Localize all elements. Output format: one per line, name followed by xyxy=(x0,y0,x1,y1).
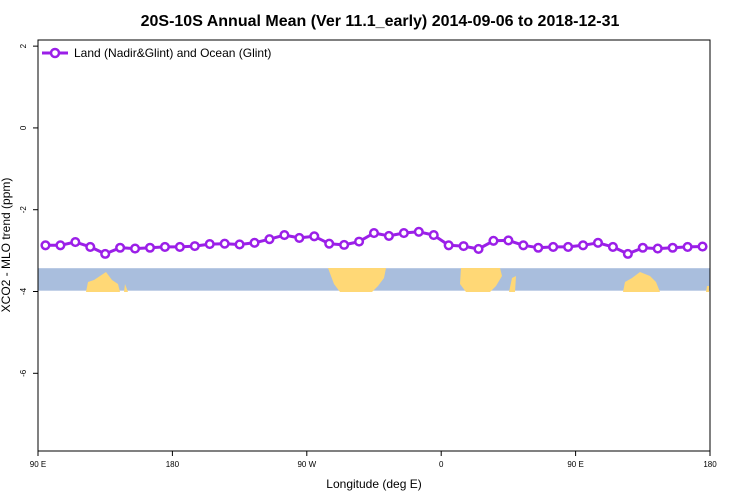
data-point xyxy=(130,243,141,254)
data-point xyxy=(473,243,484,255)
data-point xyxy=(294,232,305,243)
data-point xyxy=(100,248,111,259)
data-point xyxy=(339,239,350,250)
data-point xyxy=(55,240,66,251)
y-axis: 2 0 -2 -4 -6 xyxy=(19,43,38,377)
data-point xyxy=(204,239,215,250)
data-point xyxy=(563,241,574,252)
data-point xyxy=(398,227,409,239)
land-ocean-map-strip xyxy=(38,268,710,292)
data-point xyxy=(428,230,439,241)
legend: Land (Nadir&Glint) and Ocean (Glint) xyxy=(42,46,271,60)
land-australia-1-tip xyxy=(124,284,128,292)
data-point xyxy=(458,241,469,252)
x-tick-label: 90 W xyxy=(297,460,316,469)
data-point xyxy=(667,242,678,253)
data-point xyxy=(234,239,245,250)
data-point xyxy=(174,241,185,252)
data-point xyxy=(309,231,320,242)
data-point xyxy=(697,241,708,252)
land-madagascar xyxy=(509,276,516,292)
x-tick-label: 180 xyxy=(166,460,180,469)
data-point xyxy=(578,240,589,251)
data-point xyxy=(548,241,559,252)
plot-frame xyxy=(37,39,711,452)
data-point xyxy=(249,237,260,248)
y-axis-label: XCO2 - MLO trend (ppm) xyxy=(0,178,13,313)
data-point xyxy=(264,234,275,245)
x-tick-label: 180 xyxy=(703,460,717,469)
data-point xyxy=(219,238,230,249)
data-point xyxy=(368,227,380,239)
y-tick-label: -2 xyxy=(19,206,28,214)
x-tick-label: 90 E xyxy=(567,460,583,469)
chart-title: 20S-10S Annual Mean (Ver 11.1_early) 201… xyxy=(141,13,620,30)
data-point xyxy=(70,236,81,248)
y-tick-label: -4 xyxy=(19,287,28,295)
data-point xyxy=(354,236,365,247)
land-africa xyxy=(460,268,502,292)
data-point xyxy=(115,242,126,253)
data-point xyxy=(488,235,499,246)
x-axis-label: Longitude (deg E) xyxy=(326,477,421,491)
data-point xyxy=(189,241,200,252)
data-point xyxy=(622,248,633,259)
data-point xyxy=(637,242,648,253)
data-point xyxy=(592,237,604,248)
y-tick-label: 0 xyxy=(19,125,28,130)
data-point xyxy=(279,230,290,241)
x-axis: 90 E 180 90 W 0 90 E 180 xyxy=(30,451,717,469)
y-tick-label: -6 xyxy=(19,369,28,377)
y-tick-label: 2 xyxy=(19,43,28,48)
legend-label: Land (Nadir&Glint) and Ocean (Glint) xyxy=(74,46,271,60)
data-point xyxy=(85,241,96,252)
land-australia-2 xyxy=(623,272,660,292)
data-point xyxy=(40,240,51,251)
data-point xyxy=(503,235,514,246)
data-point xyxy=(324,238,335,249)
data-point xyxy=(413,226,424,237)
data-point xyxy=(682,241,693,252)
data-point xyxy=(518,240,529,251)
legend-marker xyxy=(49,47,61,59)
data-point xyxy=(159,241,170,252)
x-tick-label: 0 xyxy=(439,460,444,469)
x-tick-label: 90 E xyxy=(30,460,46,469)
data-point xyxy=(383,230,394,241)
land-new-zealand xyxy=(706,286,709,292)
land-australia-1 xyxy=(86,272,120,292)
series-layer xyxy=(40,226,708,259)
data-point xyxy=(533,242,544,253)
data-point xyxy=(144,242,156,253)
data-point xyxy=(443,240,454,251)
data-point xyxy=(607,241,618,252)
data-point xyxy=(652,243,663,254)
land-south-america xyxy=(328,268,386,292)
